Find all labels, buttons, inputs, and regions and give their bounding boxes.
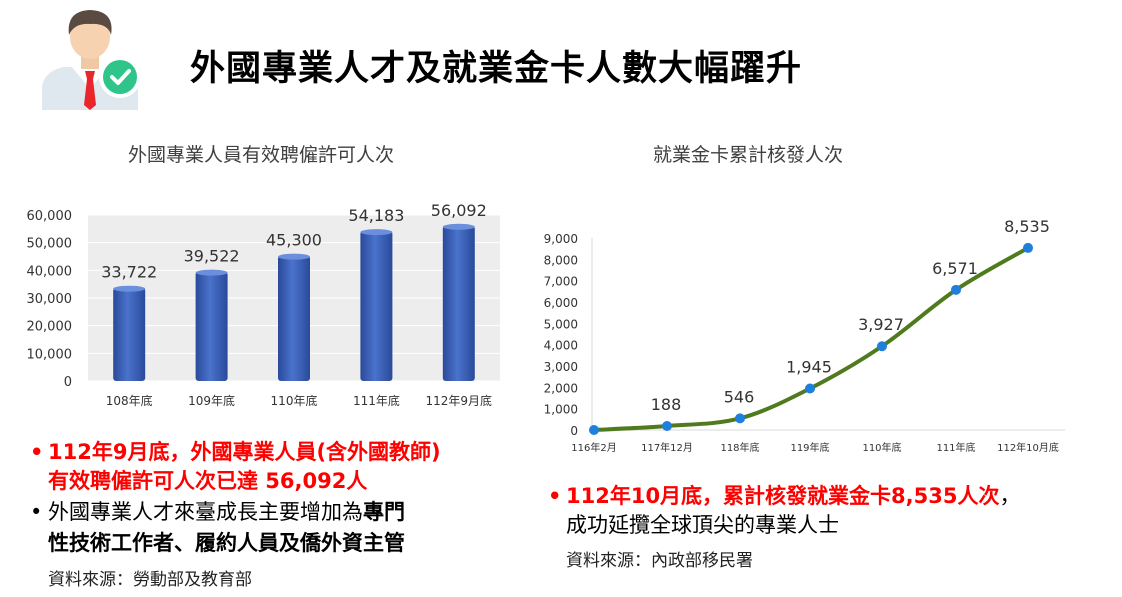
line-value-label: 8,535	[1004, 217, 1050, 236]
left-source: 資料來源：勞動部及教育部	[48, 570, 252, 590]
line-x-tick-label: 116年2月	[571, 441, 616, 454]
line-value-label: 546	[724, 387, 755, 406]
bar-y-tick-label: 40,000	[27, 264, 73, 279]
line-x-tick-label: 118年底	[720, 441, 759, 454]
line-point	[662, 420, 672, 431]
bar-y-tick-label: 50,000	[27, 237, 73, 252]
bar-x-tick-label: 108年底	[106, 393, 153, 408]
right-note-bullet-1-cont: 成功延攬全球頂尖的專業人士	[566, 510, 839, 540]
left-note-bullet-2: • 外國專業人才來臺成長主要增加為專門	[30, 500, 405, 524]
bar-y-tick-label: 10,000	[27, 347, 73, 362]
bar-top	[113, 285, 146, 292]
line-y-tick-label: 3,000	[544, 360, 578, 374]
line-y-tick-label: 6,000	[544, 296, 578, 310]
bar-chart: 0 10,000 20,000 30,000 40,000 50,000 60,000 33,…	[27, 201, 500, 408]
right-note-bullet-1: • 112年10月底，累計核發就業金卡8,535人次，	[548, 484, 1021, 508]
bar	[442, 225, 475, 381]
bar-value-label: 56,092	[431, 201, 487, 220]
bar-value-label: 45,300	[266, 231, 322, 250]
bar-value-label: 39,522	[184, 247, 240, 266]
line-x-tick-label: 112年10月底	[997, 441, 1059, 454]
left-note-bullet-1-cont: 有效聘僱許可人次已達 56,092人	[48, 466, 367, 496]
line-y-tick-label: 7,000	[544, 275, 578, 289]
line-point	[877, 341, 887, 352]
line-point	[735, 413, 745, 424]
right-note-1-line-2: 成功延攬全球頂尖的專業人士	[566, 513, 839, 537]
line-y-tick-label: 9,000	[544, 232, 578, 246]
line-value-label: 3,927	[858, 315, 904, 334]
bar	[360, 231, 393, 381]
line-point	[1023, 242, 1033, 253]
bar-x-tick-label: 110年底	[271, 393, 318, 408]
page-title: 外國專業人才及就業金卡人數大幅躍升	[190, 49, 803, 89]
left-note-1-line-2: 有效聘僱許可人次已達 56,092人	[48, 469, 368, 493]
left-note-2-line-1: 外國專業人才來臺成長主要增加為	[48, 500, 363, 524]
bar-x-tick-label: 112年9月底	[426, 393, 493, 408]
bar-top	[360, 229, 393, 236]
line-value-label: 1,945	[786, 358, 832, 377]
line-y-tick-label: 1,000	[544, 403, 578, 417]
line-y-tick-label: 5,000	[544, 317, 578, 331]
line-point	[805, 383, 815, 394]
line-y-tick-label: 2,000	[544, 381, 578, 395]
line-value-label: 6,571	[932, 259, 978, 278]
bar-value-label: 33,722	[101, 263, 157, 282]
bar-y-tick-label: 20,000	[27, 320, 73, 335]
line-y-tick-label: 0	[570, 424, 578, 438]
right-source: 資料來源：內政部移民署	[566, 551, 753, 571]
line-y-tick-label: 4,000	[544, 339, 578, 353]
bar-x-tick-label: 111年底	[353, 393, 400, 408]
bar-y-tick-label: 60,000	[27, 209, 73, 224]
left-note-1-line-1: 112年9月底，外國專業人員(含外國教師)	[48, 440, 441, 464]
line-x-tick-label: 111年底	[936, 441, 975, 454]
line-point	[589, 425, 599, 435]
right-note-1-tail: ，	[999, 484, 1021, 508]
bar-value-label: 54,183	[348, 206, 404, 225]
line-x-tick-label: 117年12月	[641, 441, 693, 454]
line-x-tick-label: 110年底	[862, 441, 901, 454]
bar-y-tick-label: 0	[64, 375, 72, 390]
businessman-check-icon	[42, 10, 141, 110]
bar-y-tick-label: 30,000	[27, 292, 73, 307]
line-point	[951, 284, 961, 295]
bar-top	[195, 269, 228, 276]
bar-top	[278, 253, 310, 260]
left-note-2-line-2: 性技術工作者、履約人員及僑外資主管	[48, 531, 405, 555]
bar-chart-title: 外國專業人員有效聘僱許可人次	[128, 144, 395, 166]
line-chart: 0 1,000 2,000 3,000 4,000 5,000 6,000 7,000 8,00…	[544, 217, 1065, 454]
line-x-tick-label: 119年底	[790, 441, 829, 454]
line-value-label: 188	[651, 395, 682, 414]
left-note-2-bold: 專門	[363, 500, 405, 524]
bar	[195, 271, 228, 381]
left-note-bullet-2-cont: 性技術工作者、履約人員及僑外資主管	[48, 528, 405, 558]
bar-top	[442, 223, 475, 230]
right-note-1-red: 112年10月底，累計核發就業金卡8,535人次	[566, 484, 1000, 508]
bar	[278, 255, 310, 381]
bar	[113, 287, 146, 381]
bar-x-tick-label: 109年底	[188, 393, 235, 408]
left-note-bullet-1: • 112年9月底，外國專業人員(含外國教師)	[30, 440, 441, 464]
line-y-tick-label: 8,000	[544, 253, 578, 267]
line-chart-title: 就業金卡累計核發人次	[653, 144, 844, 166]
